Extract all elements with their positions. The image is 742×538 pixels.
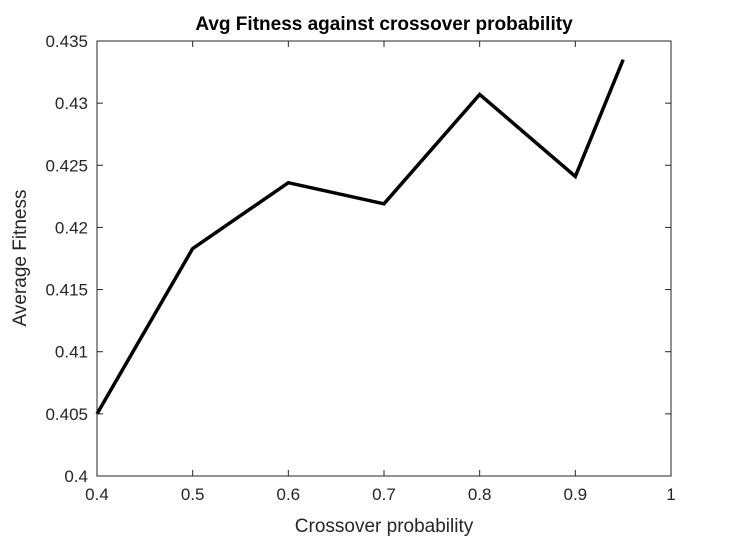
x-tick-label: 0.4 — [85, 485, 109, 504]
series-group — [95, 58, 625, 415]
chart-title: Avg Fitness against crossover probabilit… — [195, 14, 573, 35]
y-tick-label: 0.43 — [55, 94, 88, 113]
y-tick-label: 0.405 — [45, 405, 88, 424]
x-tick-label: 0.9 — [564, 485, 588, 504]
axis-ticks — [96, 40, 672, 477]
x-tick-label: 0.8 — [468, 485, 492, 504]
y-axis-label: Average Fitness — [10, 190, 31, 327]
y-tick-label: 0.415 — [45, 281, 88, 300]
plot-area — [96, 40, 672, 477]
x-tick-label: 1 — [666, 485, 675, 504]
x-tick-label: 0.5 — [181, 485, 205, 504]
y-tick-label: 0.435 — [45, 32, 88, 51]
axis-tick-labels: 0.4 0.5 0.6 0.7 0.8 0.9 1 0.4 0.405 0.41 0.415 0.42… — [45, 32, 675, 504]
x-tick-label: 0.6 — [277, 485, 301, 504]
series-line — [95, 58, 625, 415]
x-tick-label: 0.7 — [372, 485, 396, 504]
x-axis-label: Crossover probability — [295, 516, 474, 537]
y-tick-label: 0.41 — [55, 343, 88, 362]
y-tick-label: 0.425 — [45, 156, 88, 175]
y-tick-label: 0.4 — [64, 467, 88, 486]
y-tick-label: 0.42 — [55, 218, 88, 237]
